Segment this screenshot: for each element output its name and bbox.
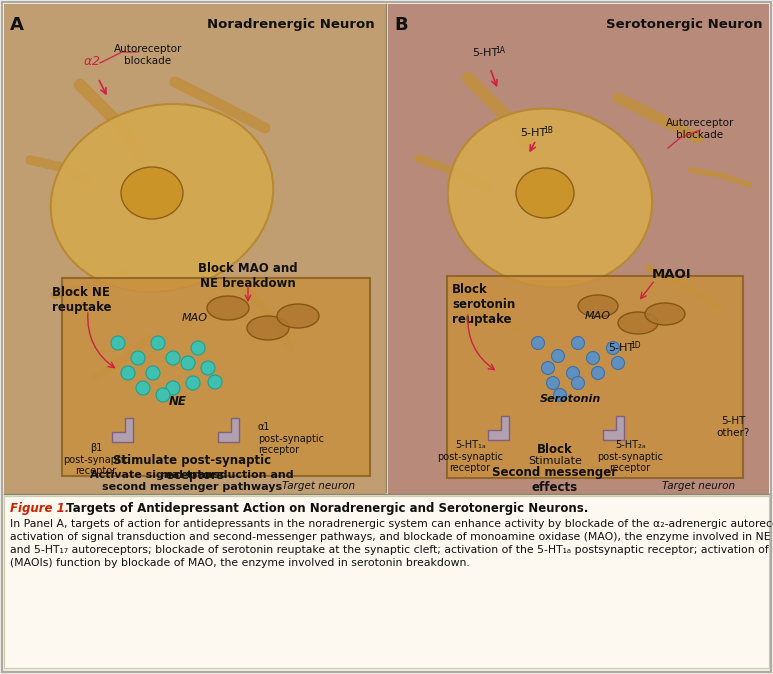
- Polygon shape: [112, 418, 133, 442]
- Text: 1A: 1A: [495, 46, 505, 55]
- Circle shape: [532, 336, 544, 350]
- Text: Block
serotonin
reuptake: Block serotonin reuptake: [452, 283, 516, 326]
- Text: Autoreceptor
blockade: Autoreceptor blockade: [114, 44, 182, 65]
- Circle shape: [553, 388, 567, 402]
- Text: Target neuron: Target neuron: [282, 481, 355, 491]
- Bar: [4, 4, 386, 494]
- Circle shape: [208, 375, 222, 389]
- Ellipse shape: [247, 316, 289, 340]
- Ellipse shape: [448, 109, 652, 287]
- Text: 5-HT: 5-HT: [608, 343, 634, 353]
- Text: 1D: 1D: [630, 341, 641, 350]
- Text: MAO: MAO: [585, 311, 611, 321]
- Text: 1B: 1B: [543, 126, 553, 135]
- Circle shape: [186, 376, 200, 390]
- Polygon shape: [603, 416, 624, 440]
- Circle shape: [571, 377, 584, 390]
- Text: $\alpha$2: $\alpha$2: [83, 55, 100, 68]
- Bar: [4, 4, 386, 494]
- Text: In Panel A, targets of action for antidepressants in the noradrenergic system ca: In Panel A, targets of action for antide…: [10, 519, 773, 529]
- Text: Activate signal transduction and
second messenger pathways: Activate signal transduction and second …: [90, 470, 294, 491]
- Text: (MAOIs) function by blockade of MAO, the enzyme involved in serotonin breakdown.: (MAOIs) function by blockade of MAO, the…: [10, 558, 470, 568]
- Circle shape: [547, 377, 560, 390]
- Ellipse shape: [578, 295, 618, 317]
- Text: Second messenger
effects: Second messenger effects: [492, 466, 618, 494]
- Circle shape: [587, 352, 600, 365]
- Text: Block: Block: [537, 443, 573, 456]
- Circle shape: [611, 357, 625, 369]
- Circle shape: [201, 361, 215, 375]
- Circle shape: [136, 381, 150, 395]
- Text: Serotonin: Serotonin: [540, 394, 601, 404]
- Text: Target neuron: Target neuron: [662, 481, 735, 491]
- Circle shape: [591, 367, 604, 379]
- Text: and 5-HT₁₇ autoreceptors; blockade of serotonin reuptake at the synaptic cleft; : and 5-HT₁₇ autoreceptors; blockade of se…: [10, 545, 773, 555]
- Circle shape: [542, 361, 554, 375]
- Circle shape: [166, 351, 180, 365]
- Text: 5-HT
other?: 5-HT other?: [717, 416, 750, 437]
- Text: Stimulate: Stimulate: [528, 456, 582, 466]
- Text: Targets of Antidepressant Action on Noradrenergic and Serotonergic Neurons.: Targets of Antidepressant Action on Nora…: [62, 502, 588, 515]
- Text: α1
post-synaptic
receptor: α1 post-synaptic receptor: [258, 422, 324, 455]
- Circle shape: [151, 336, 165, 350]
- Ellipse shape: [618, 312, 658, 334]
- Ellipse shape: [645, 303, 685, 325]
- Text: NE: NE: [169, 395, 187, 408]
- Ellipse shape: [516, 168, 574, 218]
- Bar: [388, 4, 769, 494]
- Bar: [447, 276, 743, 478]
- Text: Figure 1.: Figure 1.: [10, 502, 70, 515]
- Text: Serotonergic Neuron: Serotonergic Neuron: [605, 18, 762, 31]
- Circle shape: [567, 367, 580, 379]
- Text: 5-HT₁ₐ
post-synaptic
receptor: 5-HT₁ₐ post-synaptic receptor: [437, 440, 503, 473]
- Text: A: A: [10, 16, 24, 34]
- Circle shape: [166, 381, 180, 395]
- Ellipse shape: [51, 104, 274, 292]
- Text: Stimulate post-synaptic
receptors: Stimulate post-synaptic receptors: [113, 454, 271, 482]
- Text: Block NE
reuptake: Block NE reuptake: [52, 286, 111, 314]
- Polygon shape: [218, 418, 239, 442]
- Circle shape: [146, 366, 160, 380]
- Circle shape: [607, 342, 619, 355]
- Bar: [4, 496, 769, 668]
- Circle shape: [181, 356, 195, 370]
- Text: 5-HT: 5-HT: [520, 128, 547, 138]
- Text: MAO: MAO: [182, 313, 208, 323]
- Ellipse shape: [207, 296, 249, 320]
- Text: 5-HT₂ₐ
post-synaptic
receptor: 5-HT₂ₐ post-synaptic receptor: [597, 440, 663, 473]
- Circle shape: [551, 350, 564, 363]
- Text: MAOI: MAOI: [652, 268, 692, 281]
- Bar: [62, 278, 370, 476]
- Circle shape: [111, 336, 125, 350]
- Text: Block MAO and
NE breakdown: Block MAO and NE breakdown: [198, 262, 298, 290]
- Text: B: B: [394, 16, 407, 34]
- Circle shape: [571, 336, 584, 350]
- Circle shape: [121, 366, 135, 380]
- Ellipse shape: [121, 167, 183, 219]
- Text: activation of signal transduction and second-messenger pathways, and blockade of: activation of signal transduction and se…: [10, 532, 773, 542]
- Circle shape: [191, 341, 205, 355]
- Text: Noradrenergic Neuron: Noradrenergic Neuron: [207, 18, 375, 31]
- Circle shape: [156, 388, 170, 402]
- Ellipse shape: [277, 304, 319, 328]
- Text: Autoreceptor
blockade: Autoreceptor blockade: [666, 118, 734, 140]
- Text: 5-HT: 5-HT: [472, 48, 498, 58]
- Polygon shape: [488, 416, 509, 440]
- Text: β1
post-synaptic
receptor: β1 post-synaptic receptor: [63, 443, 129, 477]
- Bar: [388, 4, 769, 494]
- Circle shape: [131, 351, 145, 365]
